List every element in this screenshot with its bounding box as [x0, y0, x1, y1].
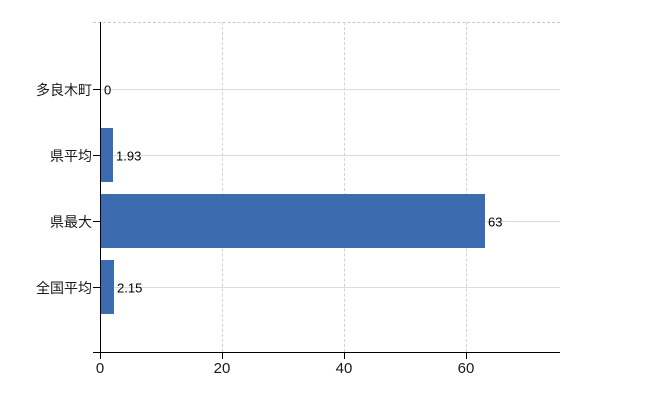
- y-axis-tick: [93, 287, 100, 288]
- x-tick-label: 40: [335, 360, 353, 377]
- bar: [101, 260, 114, 314]
- category-gridline: [100, 155, 560, 156]
- plot-top-border: [93, 22, 560, 23]
- y-axis-tick: [93, 89, 100, 90]
- bar-value-label: 63: [488, 214, 503, 230]
- x-axis-tick: [222, 353, 223, 359]
- x-gridline: [466, 22, 467, 352]
- y-axis-line: [100, 22, 101, 352]
- y-axis-tick: [93, 221, 100, 222]
- x-tick-label: 20: [213, 360, 231, 377]
- x-tick-label: 60: [457, 360, 475, 377]
- category-label: 全国平均: [36, 280, 92, 296]
- x-axis-tick: [100, 353, 101, 359]
- x-tick-label: 0: [95, 360, 105, 377]
- category-label: 県最大: [50, 214, 92, 230]
- bar: [101, 194, 485, 248]
- category-gridline: [100, 89, 560, 90]
- bar-value-label: 1.93: [116, 148, 142, 164]
- x-axis-tick: [344, 353, 345, 359]
- x-gridline: [344, 22, 345, 352]
- category-gridline: [100, 287, 560, 288]
- x-gridline: [222, 22, 223, 352]
- category-label: 県平均: [50, 148, 92, 164]
- x-axis-line: [93, 352, 560, 353]
- bar-value-label: 2.15: [117, 280, 143, 296]
- category-label: 多良木町: [36, 82, 92, 98]
- bar-value-label: 0: [104, 82, 112, 98]
- y-axis-tick: [93, 155, 100, 156]
- x-axis-tick: [466, 353, 467, 359]
- bar: [101, 128, 113, 182]
